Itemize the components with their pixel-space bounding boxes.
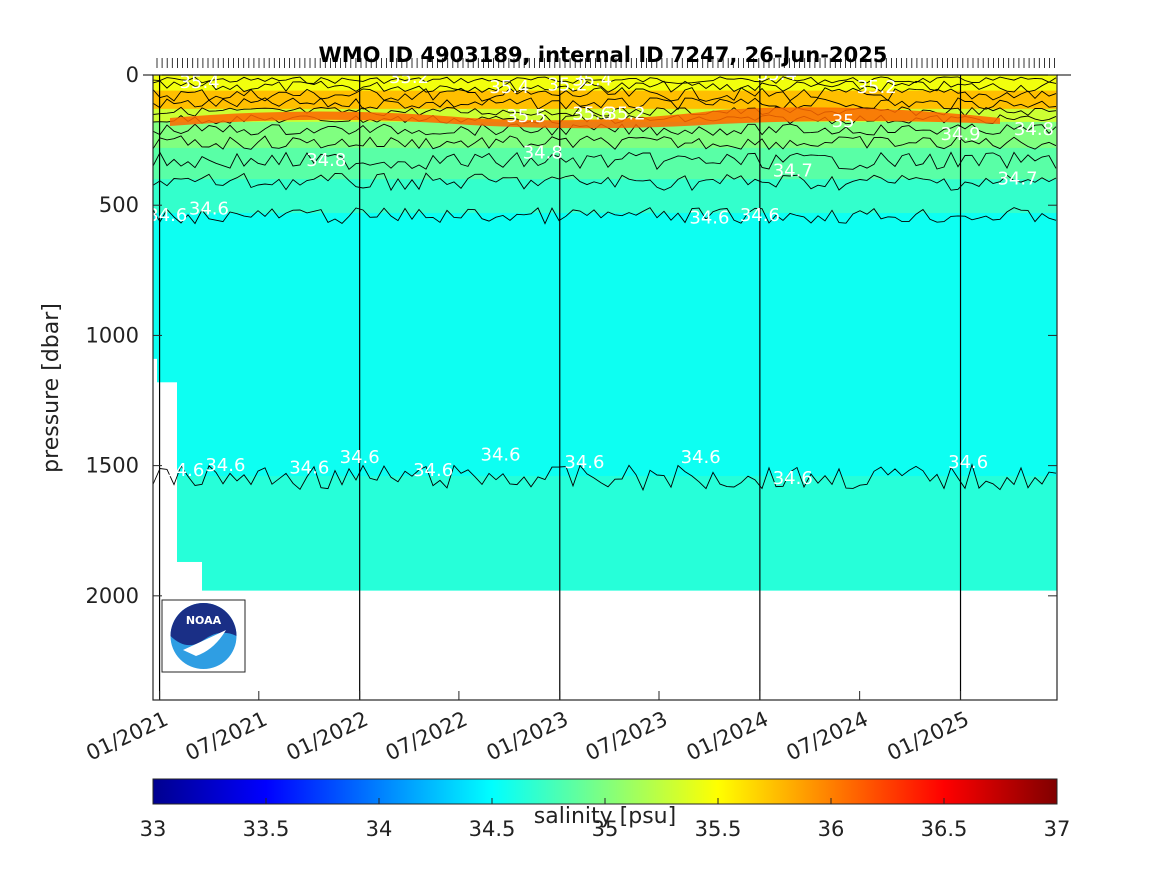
- contour-label: 34.8: [523, 142, 563, 163]
- salinity-layer: [153, 213, 1057, 477]
- plot-area: 35.4 35.2 35.4 35.235.435.5 35.635.235.435.2…: [147, 64, 1057, 700]
- x-tick-label: 01/2025: [883, 707, 972, 766]
- contour-line: [153, 80, 1057, 93]
- y-tick-label: 1500: [86, 454, 139, 478]
- x-axis: 01/2021 07/2021 01/2022 07/2022 01/2023 07/20…: [82, 691, 973, 766]
- y-tick-label: 500: [99, 193, 139, 217]
- colorbar-tick-label: 35: [592, 817, 619, 841]
- contour-label: 35.4: [180, 72, 220, 93]
- contour-label: 34.6: [681, 447, 721, 468]
- contour-line: [153, 207, 1057, 225]
- salinity-layer: [153, 147, 1057, 180]
- salinity-layer: [153, 476, 1057, 597]
- x-tick-label: 07/2022: [382, 707, 471, 766]
- contour-label: 34.6: [189, 198, 229, 219]
- colorbar-tick-label: 33.5: [243, 817, 290, 841]
- x-tick-label: 07/2023: [582, 707, 671, 766]
- x-tick-label: 01/2023: [483, 707, 572, 766]
- contour-label: 34.6: [205, 455, 245, 476]
- contour-label: 35.4: [489, 77, 529, 98]
- y-tick-label: 2000: [86, 584, 139, 608]
- logo-text: NOAA: [186, 614, 222, 627]
- no-data-deep: [153, 590, 1057, 700]
- contour-label: 34.9: [940, 124, 980, 145]
- contour-label: 35.2: [389, 67, 429, 88]
- colorbar-tick-label: 36: [818, 817, 845, 841]
- contour-label: 35.4: [572, 69, 612, 90]
- contour-label: 34.6: [340, 447, 380, 468]
- colorbar-ticks: 33 33.5 34 34.5 35 35.5 36 36.5 37: [140, 798, 1071, 841]
- contour-labels: 35.4 35.2 35.4 35.235.435.5 35.635.235.435.2…: [147, 64, 1054, 489]
- colorbar-tick-label: 36.5: [921, 817, 968, 841]
- contour-label: 35.5: [506, 106, 546, 127]
- x-tick-label: 07/2024: [783, 707, 872, 766]
- x-tick-label: 01/2024: [683, 707, 772, 766]
- contour-label: 34.7: [997, 168, 1037, 189]
- colorbar-tick-label: 34: [366, 817, 393, 841]
- colorbar-tick-label: 35.5: [695, 817, 742, 841]
- colorbar-label: salinity [psu]: [534, 804, 676, 829]
- contour-label: 35.2: [857, 77, 897, 98]
- contour-label: 34.6: [413, 460, 453, 481]
- high-salinity-core: [170, 107, 1000, 129]
- contour-label: 35.4: [757, 64, 797, 85]
- y-axis-label: pressure [dbar]: [39, 303, 64, 473]
- colorbar-tick-label: 37: [1044, 817, 1071, 841]
- contour-line: [153, 463, 1057, 492]
- colorbar-tick-label: 33: [140, 817, 167, 841]
- contour-label: 35.2: [547, 75, 587, 96]
- contour-label: 34.8: [1014, 119, 1054, 140]
- contour-label: 34.7: [773, 161, 813, 182]
- contour-label: 34.6: [773, 468, 813, 489]
- chart-title: WMO ID 4903189, internal ID 7247, 26-Jun…: [319, 43, 888, 67]
- contour-label: 34.8: [306, 150, 346, 171]
- colorbar: 33 33.5 34 34.5 35 35.5 36 36.5 37 salinity [psu…: [140, 778, 1071, 841]
- contour-label: 34.6: [289, 457, 329, 478]
- contour-line: [153, 135, 1057, 151]
- x-tick-label: 01/2021: [82, 707, 171, 766]
- contour-label: 35: [832, 111, 855, 132]
- top-tick-marks: [143, 58, 1071, 76]
- contour-line: [153, 151, 1057, 171]
- contour-label: 34.6: [564, 452, 604, 473]
- colorbar-tick-label: 34.5: [469, 817, 516, 841]
- contour-line: [153, 87, 1057, 102]
- logo-gull: [183, 630, 226, 656]
- y-tick-label: 1000: [86, 323, 139, 347]
- y-tick-label: 0: [126, 63, 139, 87]
- salinity-layer: [153, 179, 1057, 214]
- contour-lines: [153, 76, 1057, 492]
- contour-label: 34.6: [481, 444, 521, 465]
- contour-line: [153, 97, 1057, 111]
- logo-top: [170, 603, 237, 646]
- contour-label: 34.6: [164, 460, 204, 481]
- x-tick-label: 07/2021: [182, 707, 271, 766]
- contour-line: [153, 106, 1057, 117]
- y-axis: 0 500 1000 1500 2000: [86, 63, 1057, 608]
- contour-label: 35.6: [572, 103, 612, 124]
- contour-label: 34.6: [147, 205, 187, 226]
- contour-line: [153, 76, 1057, 85]
- noaa-logo: NOAA: [161, 599, 246, 673]
- x-tick-label: 01/2022: [283, 707, 372, 766]
- contour-label: 34.6: [689, 207, 729, 228]
- no-data-region: [153, 358, 1057, 700]
- salinity-field: [153, 75, 1057, 597]
- contour-label: 34.6: [740, 205, 780, 226]
- no-data-early: [153, 358, 157, 700]
- contour-line: [153, 172, 1057, 192]
- contour-label: 34.6: [948, 452, 988, 473]
- contour-label: 35.2: [606, 103, 646, 124]
